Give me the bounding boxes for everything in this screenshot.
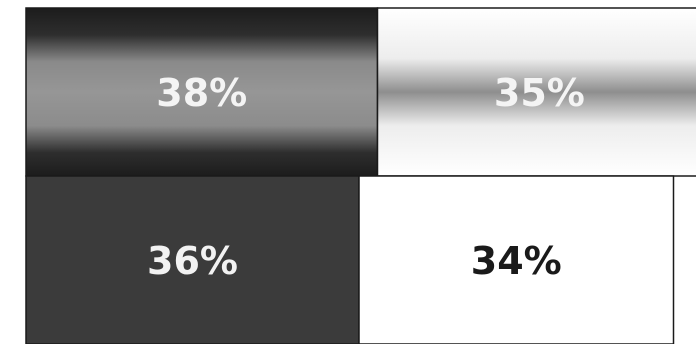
bar-segment-row1-1	[25, 7, 379, 177]
data-label-row2-2: 34%	[471, 239, 562, 283]
data-label-row1-1: 38%	[156, 71, 247, 115]
bar-segment-row2-1	[25, 175, 360, 344]
data-label-row1-2: 35%	[494, 71, 585, 115]
data-label-row2-1: 36%	[147, 239, 238, 283]
bar-segment-row1-2	[376, 7, 696, 177]
bar-segment-row2-2	[358, 175, 675, 344]
